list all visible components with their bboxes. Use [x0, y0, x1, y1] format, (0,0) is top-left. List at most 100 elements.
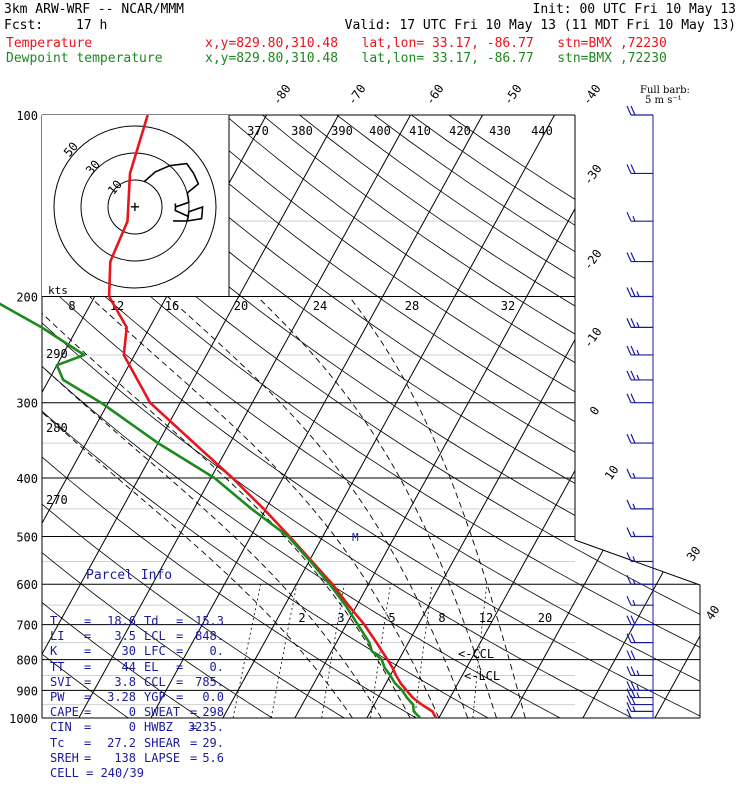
parcel-label: CIN — [50, 720, 72, 735]
wind-barb — [627, 212, 653, 221]
wind-barb — [627, 106, 653, 115]
parcel-value: 0.0 — [184, 690, 224, 705]
mixing-ratio-label: 8 — [438, 611, 445, 625]
parcel-label: YGP — [144, 690, 166, 705]
hodograph-units: kts — [48, 284, 68, 297]
isotherm-label: -40 — [580, 82, 604, 108]
wind-barb — [627, 253, 653, 262]
mixing-ratio-label: 12 — [479, 611, 493, 625]
hodograph-center-icon: + — [130, 197, 140, 216]
mixing-ratio-line — [271, 584, 297, 718]
parcel-info-title: Parcel Info — [46, 568, 228, 583]
isotherm-label: -20 — [581, 247, 605, 273]
parcel-value: 0 — [90, 720, 136, 735]
wind-barb — [627, 575, 653, 584]
wind-barb — [627, 371, 653, 380]
parcel-value: 30 — [90, 644, 136, 659]
pressure-tick-label: 600 — [16, 578, 38, 592]
dry-adiabat-line — [151, 115, 740, 731]
moist-adiabat-label: 8 — [68, 299, 75, 313]
moist-adiabat-label: 16 — [165, 299, 179, 313]
mixing-ratio-label: 5 — [388, 611, 395, 625]
wind-barb — [627, 651, 653, 660]
parcel-value: 138 — [90, 751, 136, 766]
wind-barb — [627, 634, 653, 643]
right-frame — [575, 115, 700, 718]
parcel-value: 0. — [184, 660, 224, 675]
pressure-tick-label: 900 — [16, 684, 38, 698]
pressure-tick-label: 100 — [16, 109, 38, 123]
mixing-ratio-line — [233, 584, 261, 718]
theta-label: 370 — [247, 124, 269, 138]
parcel-label: Td — [144, 614, 158, 629]
pressure-tick-label: 400 — [16, 472, 38, 486]
isotherm-line — [367, 115, 699, 718]
wind-barbs — [627, 106, 653, 718]
isotherm-label: -60 — [423, 82, 447, 108]
parcel-cell-value: CELL = 240/39 — [50, 766, 144, 781]
parcel-label: K — [50, 644, 57, 659]
moist-adiabat-label: 24 — [313, 299, 327, 313]
pressure-tick-label: 1000 — [9, 712, 38, 726]
pressure-tick-label: 200 — [16, 291, 38, 305]
parcel-value: 29. — [184, 736, 224, 751]
mixing-ratio-line — [322, 584, 345, 718]
parcel-equals: = — [176, 629, 183, 644]
isotherm-line — [439, 115, 740, 718]
theta-label: 430 — [489, 124, 511, 138]
parcel-label: LI — [50, 629, 64, 644]
parcel-label: LFC — [144, 644, 166, 659]
parcel-value: 3235. — [184, 720, 224, 735]
parcel-label: SHEAR — [144, 736, 180, 751]
parcel-equals: = — [176, 675, 183, 690]
parcel-value: 785. — [184, 675, 224, 690]
wind-barb — [627, 346, 653, 355]
wind-barb — [627, 666, 653, 675]
parcel-equals: = — [176, 644, 183, 659]
dry-adiabat-line — [262, 115, 740, 731]
parcel-value: 3.8 — [90, 675, 136, 690]
parcel-label: EL — [144, 660, 158, 675]
theta-label: 380 — [291, 124, 313, 138]
mixed-layer-marker: M — [352, 531, 359, 544]
parcel-value: 44 — [90, 660, 136, 675]
parcel-row: CELL = 240/39 — [46, 766, 228, 781]
mixing-ratio-label: 20 — [538, 611, 552, 625]
wind-barb — [627, 394, 653, 403]
pressure-tick-label: 700 — [16, 619, 38, 633]
parcel-label: CAPE — [50, 705, 79, 720]
wind-barb — [627, 552, 653, 561]
wind-barb — [627, 288, 653, 297]
parcel-value: 0. — [184, 644, 224, 659]
parcel-label: CCL — [144, 675, 166, 690]
isotherm-label: 40 — [703, 603, 723, 623]
parcel-equals: = — [176, 660, 183, 675]
parcel-label: PW — [50, 690, 64, 705]
moist-adiabat-label: 32 — [501, 299, 515, 313]
isotherm-line — [223, 115, 555, 718]
parcel-label: SVI — [50, 675, 72, 690]
isotherm-label: 30 — [684, 544, 704, 564]
isotherm-label: -80 — [270, 82, 294, 108]
dry-adiabat-label: 270 — [46, 493, 68, 507]
parcel-value: 18.6 — [90, 614, 136, 629]
dry-adiabat-line — [411, 115, 740, 731]
parcel-value: 298 — [184, 705, 224, 720]
parcel-label: LCL — [144, 629, 166, 644]
wind-barb — [627, 469, 653, 478]
pressure-tick-label: 500 — [16, 530, 38, 544]
moist-adiabat-label: 28 — [405, 299, 419, 313]
parcel-value: 0 — [90, 705, 136, 720]
